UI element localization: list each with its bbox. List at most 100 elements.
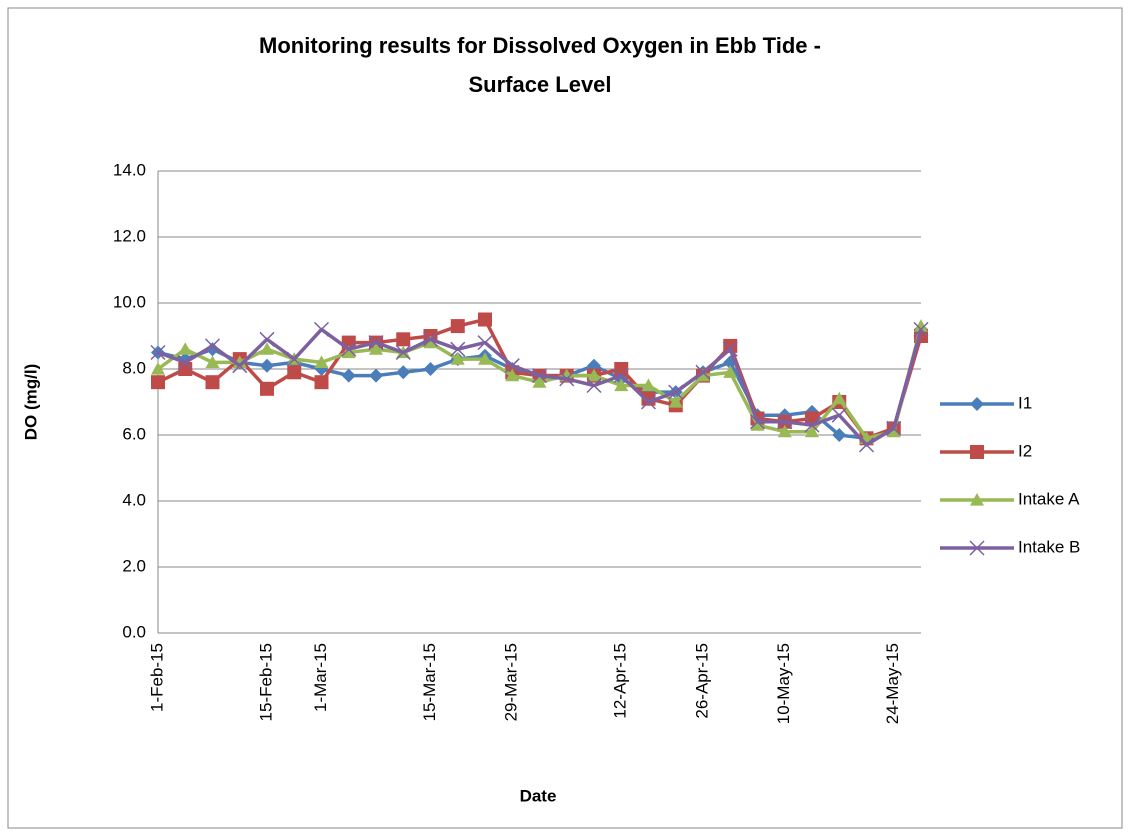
series	[150, 321, 929, 453]
marker	[858, 437, 875, 453]
marker	[395, 344, 411, 361]
marker	[478, 352, 492, 365]
marker	[422, 331, 439, 347]
marker	[886, 424, 901, 438]
marker	[178, 342, 193, 355]
legend-marker	[970, 445, 984, 459]
y-tick-label: 8.0	[122, 358, 146, 377]
marker	[587, 368, 601, 382]
marker	[832, 391, 847, 405]
marker	[313, 321, 330, 337]
x-tick-label: 15-Mar-15	[420, 643, 439, 721]
marker	[641, 378, 656, 392]
marker	[640, 394, 657, 410]
marker	[369, 342, 383, 355]
marker	[777, 414, 793, 430]
marker	[886, 420, 902, 436]
y-tick-label: 14.0	[113, 160, 146, 179]
x-tick-label: 10-May-15	[774, 643, 793, 724]
marker	[260, 381, 274, 396]
marker	[205, 355, 220, 368]
marker	[777, 424, 792, 438]
marker	[341, 341, 357, 357]
marker	[913, 321, 929, 337]
y-tick-label: 6.0	[122, 424, 146, 443]
chart-title: Surface Level	[468, 72, 611, 97]
marker	[477, 335, 493, 351]
marker	[205, 375, 220, 390]
x-tick-label: 26-Apr-15	[692, 643, 711, 719]
legend-marker	[970, 493, 984, 506]
marker	[287, 365, 302, 380]
marker	[478, 312, 492, 327]
marker	[205, 342, 220, 357]
marker	[586, 377, 602, 394]
y-tick-label: 12.0	[113, 226, 146, 245]
marker	[286, 351, 302, 367]
marker	[532, 375, 547, 388]
marker	[914, 319, 928, 332]
marker	[804, 417, 820, 433]
marker	[613, 368, 629, 384]
x-tick-label: 1-Feb-15	[147, 643, 166, 712]
marker	[423, 335, 438, 349]
marker	[232, 358, 248, 374]
marker	[805, 424, 819, 438]
marker	[314, 375, 329, 390]
marker	[559, 371, 575, 387]
x-tick-label: 1-Mar-15	[311, 643, 330, 712]
legend-label: Intake B	[1018, 537, 1080, 556]
marker	[204, 338, 221, 354]
x-tick-label: 12-Apr-15	[611, 643, 630, 719]
marker	[722, 341, 738, 357]
marker	[531, 368, 548, 384]
y-tick-label: 2.0	[122, 556, 146, 575]
marker	[750, 418, 765, 431]
marker	[396, 332, 411, 347]
marker	[614, 378, 629, 392]
marker	[668, 384, 684, 400]
y-tick-label: 0.0	[122, 622, 146, 641]
marker	[368, 335, 384, 351]
marker	[450, 319, 465, 334]
y-axis-label: DO (mg/l)	[21, 364, 40, 441]
marker	[151, 375, 165, 390]
marker	[504, 358, 520, 374]
marker	[749, 414, 766, 430]
marker	[396, 365, 411, 380]
marker	[177, 354, 193, 370]
marker	[369, 368, 383, 383]
marker	[259, 331, 275, 347]
legend-label: I1	[1018, 393, 1032, 412]
marker	[723, 338, 738, 353]
x-tick-label: 24-May-15	[883, 643, 902, 724]
legend-marker	[969, 540, 985, 556]
marker	[831, 407, 847, 423]
x-tick-label: 15-Feb-15	[256, 643, 275, 721]
legend-label: I2	[1018, 441, 1032, 460]
marker	[260, 342, 274, 355]
marker	[151, 362, 165, 375]
marker	[832, 428, 847, 442]
x-tick-label: 29-Mar-15	[502, 643, 521, 721]
marker	[260, 358, 274, 373]
legend-label: Intake A	[1018, 489, 1080, 508]
marker	[341, 345, 356, 359]
marker	[341, 368, 356, 383]
chart-border	[7, 7, 1123, 829]
marker	[150, 344, 166, 361]
y-tick-label: 4.0	[122, 490, 146, 509]
legend-marker	[970, 397, 984, 411]
marker	[723, 365, 738, 378]
chart-title: Monitoring results for Dissolved Oxygen …	[259, 33, 821, 58]
marker	[505, 368, 520, 382]
marker	[423, 362, 438, 376]
marker	[314, 355, 329, 368]
marker	[450, 341, 466, 357]
y-tick-label: 10.0	[113, 292, 146, 311]
marker	[450, 352, 465, 365]
x-axis-label: Date	[520, 786, 557, 805]
marker	[696, 368, 710, 382]
marker	[695, 364, 711, 380]
